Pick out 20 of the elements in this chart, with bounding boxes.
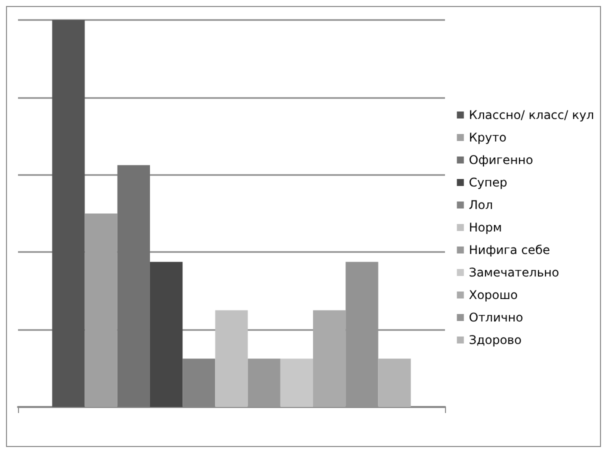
bar xyxy=(280,358,314,407)
legend-label: Офигенно xyxy=(468,153,534,167)
legend-label: Замечательно xyxy=(468,266,560,280)
bar xyxy=(215,310,248,407)
bar xyxy=(150,262,183,407)
bar xyxy=(84,214,118,407)
bar xyxy=(248,358,280,407)
legend-label: Хорошо xyxy=(468,288,518,302)
bar xyxy=(117,165,150,407)
bar xyxy=(378,358,411,407)
bar xyxy=(313,310,346,407)
legend-label: Классно/ класс/ кул xyxy=(468,108,594,122)
legend-label: Отлично xyxy=(468,310,524,324)
legend-label: Лол xyxy=(468,198,493,212)
legend-label: Круто xyxy=(468,130,506,144)
legend-label: Супер xyxy=(468,176,508,190)
legend-label: Нифига себе xyxy=(468,243,550,257)
legend-label: Норм xyxy=(468,220,502,234)
bar xyxy=(52,20,85,407)
legend-label: Здорово xyxy=(468,333,522,347)
